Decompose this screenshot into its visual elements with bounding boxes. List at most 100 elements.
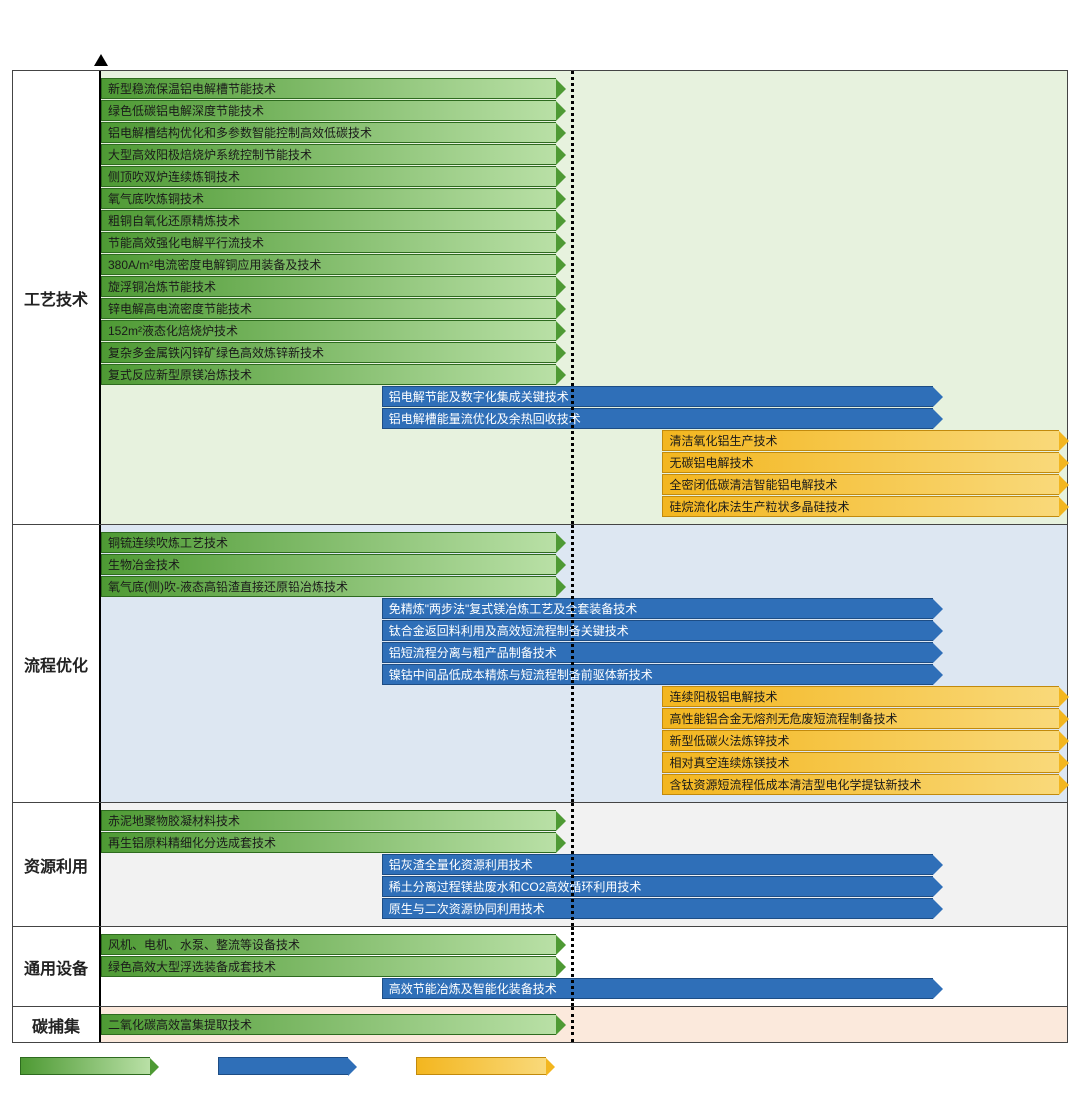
bar-arrow-icon bbox=[1059, 431, 1069, 451]
bar-arrow-icon bbox=[933, 877, 943, 897]
bar-text: 清洁氧化铝生产技术 bbox=[669, 432, 777, 449]
bar-arrow-icon bbox=[1059, 497, 1069, 517]
roadmap-bar: 含钛资源短流程低成本清洁型电化学提钛新技术 bbox=[662, 774, 1059, 795]
bar-arrow-icon bbox=[556, 189, 566, 209]
roadmap-bar: 旋浮铜冶炼节能技术 bbox=[101, 276, 556, 297]
bar-text: 侧顶吹双炉连续炼铜技术 bbox=[108, 168, 240, 185]
bar-arrow-icon bbox=[1059, 731, 1069, 751]
roadmap-bar: 镍钴中间品低成本精炼与短流程制备前驱体新技术 bbox=[382, 664, 933, 685]
bar-text: 氧气底吹炼铜技术 bbox=[108, 190, 204, 207]
bar-arrow-icon bbox=[1059, 475, 1069, 495]
bar-text: 粗铜自氧化还原精炼技术 bbox=[108, 212, 240, 229]
bar-arrow-icon bbox=[556, 365, 566, 385]
bar-text: 氧气底(侧)吹-液态高铅渣直接还原铅冶炼技术 bbox=[108, 578, 348, 595]
bar-arrow-icon bbox=[556, 145, 566, 165]
y-axis-arrow bbox=[94, 54, 108, 66]
bar-text: 铝电解槽能量流优化及余热回收技术 bbox=[389, 410, 581, 427]
roadmap-bar: 铝电解节能及数字化集成关键技术 bbox=[382, 386, 933, 407]
bar-text: 铝灰渣全量化资源利用技术 bbox=[389, 856, 533, 873]
category-label-equipment: 通用设备 bbox=[13, 927, 101, 1006]
bar-text: 绿色低碳铝电解深度节能技术 bbox=[108, 102, 264, 119]
roadmap-bar: 氧气底(侧)吹-液态高铅渣直接还原铅冶炼技术 bbox=[101, 576, 556, 597]
bar-text: 硅烷流化床法生产粒状多晶硅技术 bbox=[669, 498, 849, 515]
section-carbon: 碳捕集二氧化碳高效富集提取技术 bbox=[12, 1007, 1068, 1043]
bar-arrow-icon bbox=[556, 533, 566, 553]
bar-text: 铜锍连续吹炼工艺技术 bbox=[108, 534, 228, 551]
roadmap-bar: 赤泥地聚物胶凝材料技术 bbox=[101, 810, 556, 831]
bar-arrow-icon bbox=[933, 599, 943, 619]
bar-text: 再生铝原料精细化分选成套技术 bbox=[108, 834, 276, 851]
roadmap-bar: 连续阳极铝电解技术 bbox=[662, 686, 1059, 707]
roadmap-bar: 铝电解槽能量流优化及余热回收技术 bbox=[382, 408, 933, 429]
roadmap-bar: 硅烷流化床法生产粒状多晶硅技术 bbox=[662, 496, 1059, 517]
bar-text: 铝短流程分离与粗产品制备技术 bbox=[389, 644, 557, 661]
roadmap-bar: 节能高效强化电解平行流技术 bbox=[101, 232, 556, 253]
bar-arrow-icon bbox=[1059, 687, 1069, 707]
legend-arrow-icon bbox=[348, 1058, 357, 1076]
bar-arrow-icon bbox=[933, 665, 943, 685]
bar-text: 152m²液态化焙烧炉技术 bbox=[108, 322, 238, 339]
category-label-carbon: 碳捕集 bbox=[13, 1007, 101, 1042]
bar-text: 稀土分离过程镁盐废水和CO2高效循环利用技术 bbox=[389, 878, 642, 895]
roadmap-bar: 稀土分离过程镁盐废水和CO2高效循环利用技术 bbox=[382, 876, 933, 897]
bars-area: 铜锍连续吹炼工艺技术生物冶金技术氧气底(侧)吹-液态高铅渣直接还原铅冶炼技术免精… bbox=[101, 525, 1067, 802]
roadmap-bar: 大型高效阳极焙烧炉系统控制节能技术 bbox=[101, 144, 556, 165]
category-label-resource: 资源利用 bbox=[13, 803, 101, 926]
bar-arrow-icon bbox=[556, 555, 566, 575]
roadmap-bar: 侧顶吹双炉连续炼铜技术 bbox=[101, 166, 556, 187]
bar-text: 大型高效阳极焙烧炉系统控制节能技术 bbox=[108, 146, 312, 163]
category-sections: 工艺技术新型稳流保温铝电解槽节能技术绿色低碳铝电解深度节能技术铝电解槽结构优化和… bbox=[12, 70, 1068, 1043]
bar-arrow-icon bbox=[933, 899, 943, 919]
roadmap-bar: 复杂多金属铁闪锌矿绿色高效炼锌新技术 bbox=[101, 342, 556, 363]
roadmap-bar: 铝短流程分离与粗产品制备技术 bbox=[382, 642, 933, 663]
bar-arrow-icon bbox=[933, 621, 943, 641]
bar-arrow-icon bbox=[1059, 709, 1069, 729]
category-label-process-tech: 工艺技术 bbox=[13, 71, 101, 524]
bar-arrow-icon bbox=[933, 855, 943, 875]
roadmap-bar: 相对真空连续炼镁技术 bbox=[662, 752, 1059, 773]
bar-text: 原生与二次资源协同利用技术 bbox=[389, 900, 545, 917]
bar-text: 高效节能冶炼及智能化装备技术 bbox=[389, 980, 557, 997]
bar-arrow-icon bbox=[1059, 775, 1069, 795]
roadmap-bar: 高效节能冶炼及智能化装备技术 bbox=[382, 978, 933, 999]
bar-arrow-icon bbox=[556, 101, 566, 121]
phase-divider-line bbox=[571, 71, 574, 524]
bar-text: 相对真空连续炼镁技术 bbox=[669, 754, 789, 771]
bar-arrow-icon bbox=[556, 577, 566, 597]
bar-arrow-icon bbox=[556, 299, 566, 319]
bar-arrow-icon bbox=[556, 277, 566, 297]
roadmap-bar: 钛合金返回料利用及高效短流程制备关键技术 bbox=[382, 620, 933, 641]
roadmap-chart: 工艺技术新型稳流保温铝电解槽节能技术绿色低碳铝电解深度节能技术铝电解槽结构优化和… bbox=[12, 70, 1068, 1040]
roadmap-bar: 复式反应新型原镁冶炼技术 bbox=[101, 364, 556, 385]
legend-arrow-icon bbox=[546, 1058, 555, 1076]
roadmap-bar: 绿色低碳铝电解深度节能技术 bbox=[101, 100, 556, 121]
bar-text: 含钛资源短流程低成本清洁型电化学提钛新技术 bbox=[669, 776, 921, 793]
bar-text: 旋浮铜冶炼节能技术 bbox=[108, 278, 216, 295]
bar-text: 铝电解槽结构优化和多参数智能控制高效低碳技术 bbox=[108, 124, 372, 141]
bar-arrow-icon bbox=[556, 833, 566, 853]
bar-arrow-icon bbox=[933, 979, 943, 999]
bar-text: 高性能铝合金无熔剂无危废短流程制备技术 bbox=[669, 710, 897, 727]
section-process-tech: 工艺技术新型稳流保温铝电解槽节能技术绿色低碳铝电解深度节能技术铝电解槽结构优化和… bbox=[12, 70, 1068, 525]
bar-arrow-icon bbox=[556, 1015, 566, 1035]
bar-text: 新型低碳火法炼锌技术 bbox=[669, 732, 789, 749]
roadmap-bar: 清洁氧化铝生产技术 bbox=[662, 430, 1059, 451]
bar-arrow-icon bbox=[556, 343, 566, 363]
bar-arrow-icon bbox=[556, 811, 566, 831]
bar-arrow-icon bbox=[556, 123, 566, 143]
roadmap-bar: 新型低碳火法炼锌技术 bbox=[662, 730, 1059, 751]
bar-text: 钛合金返回料利用及高效短流程制备关键技术 bbox=[389, 622, 629, 639]
roadmap-bar: 粗铜自氧化还原精炼技术 bbox=[101, 210, 556, 231]
roadmap-bar: 380A/m²电流密度电解铜应用装备及技术 bbox=[101, 254, 556, 275]
bar-arrow-icon bbox=[556, 79, 566, 99]
roadmap-bar: 152m²液态化焙烧炉技术 bbox=[101, 320, 556, 341]
section-equipment: 通用设备风机、电机、水泵、整流等设备技术绿色高效大型浮选装备成套技术高效节能冶炼… bbox=[12, 927, 1068, 1007]
phase-divider-line bbox=[571, 1007, 574, 1042]
roadmap-bar: 再生铝原料精细化分选成套技术 bbox=[101, 832, 556, 853]
bars-area: 新型稳流保温铝电解槽节能技术绿色低碳铝电解深度节能技术铝电解槽结构优化和多参数智… bbox=[101, 71, 1067, 524]
bar-arrow-icon bbox=[1059, 753, 1069, 773]
roadmap-bar: 铝灰渣全量化资源利用技术 bbox=[382, 854, 933, 875]
bar-arrow-icon bbox=[556, 935, 566, 955]
roadmap-bar: 原生与二次资源协同利用技术 bbox=[382, 898, 933, 919]
legend-item-yellow bbox=[416, 1057, 554, 1075]
